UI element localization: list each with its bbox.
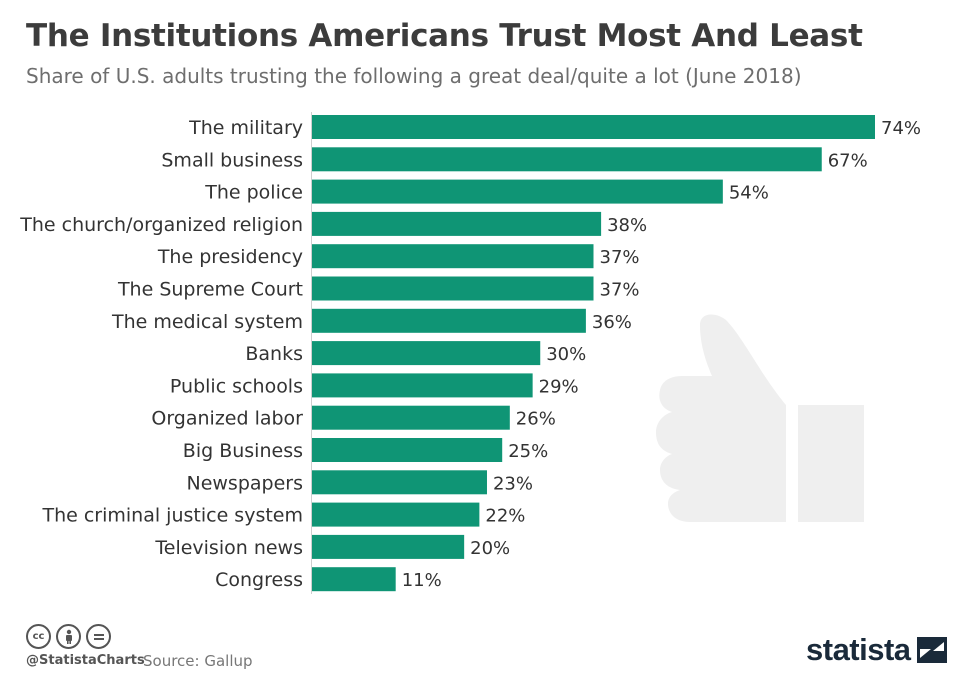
bar xyxy=(312,341,541,366)
category-label: Newspapers xyxy=(186,472,303,494)
value-label: 20% xyxy=(470,538,510,559)
category-label: Banks xyxy=(245,343,303,365)
value-label: 25% xyxy=(508,441,548,462)
chart-title: The Institutions Americans Trust Most An… xyxy=(26,18,863,54)
value-label: 23% xyxy=(493,473,533,494)
bar xyxy=(312,502,480,527)
attribution-icon xyxy=(56,624,81,649)
category-label: Public schools xyxy=(170,375,303,397)
category-label: Organized labor xyxy=(151,408,303,430)
no-derivatives-icon xyxy=(86,624,111,649)
source-label: Source: Gallup xyxy=(143,652,253,670)
value-label: 74% xyxy=(881,118,921,139)
chart-subtitle: Share of U.S. adults trusting the follow… xyxy=(26,64,802,88)
statista-wordmark: statista xyxy=(806,632,911,667)
value-label: 36% xyxy=(592,312,632,333)
thumbs-up-icon xyxy=(656,314,864,522)
value-label: 37% xyxy=(600,280,640,301)
value-label: 67% xyxy=(828,150,868,171)
bar xyxy=(312,308,586,333)
category-label: Small business xyxy=(161,149,303,171)
bar xyxy=(312,405,510,430)
statista-handle[interactable]: @StatistaCharts xyxy=(26,653,145,668)
category-label: The Supreme Court xyxy=(117,279,303,301)
cc-icon: cc xyxy=(26,624,51,649)
category-label: The criminal justice system xyxy=(41,505,303,527)
statista-logo[interactable]: statista xyxy=(806,632,947,668)
value-label: 26% xyxy=(516,409,556,430)
category-label: The presidency xyxy=(157,246,303,268)
license-icons: cc xyxy=(26,624,111,649)
category-label: The police xyxy=(204,182,303,204)
bar xyxy=(312,115,875,139)
bar xyxy=(312,470,487,495)
value-label: 29% xyxy=(539,376,579,397)
value-label: 38% xyxy=(607,215,647,236)
bar xyxy=(312,567,396,592)
bar xyxy=(312,179,723,204)
category-label: Big Business xyxy=(183,440,303,462)
bar xyxy=(312,244,594,269)
value-label: 54% xyxy=(729,183,769,204)
value-label: 30% xyxy=(546,344,586,365)
bar xyxy=(312,147,822,172)
category-label: The church/organized religion xyxy=(19,214,303,236)
category-label: Television news xyxy=(154,537,303,559)
bar xyxy=(312,373,533,398)
category-label: The military xyxy=(188,117,303,139)
bar xyxy=(312,438,503,462)
bar xyxy=(312,534,465,559)
category-label: Congress xyxy=(215,569,303,591)
value-label: 22% xyxy=(485,506,525,527)
statista-logo-icon xyxy=(916,637,947,663)
bar xyxy=(312,211,602,236)
value-label: 37% xyxy=(600,247,640,268)
value-label: 11% xyxy=(402,570,442,591)
category-label: The medical system xyxy=(111,311,303,333)
bar xyxy=(312,276,594,301)
